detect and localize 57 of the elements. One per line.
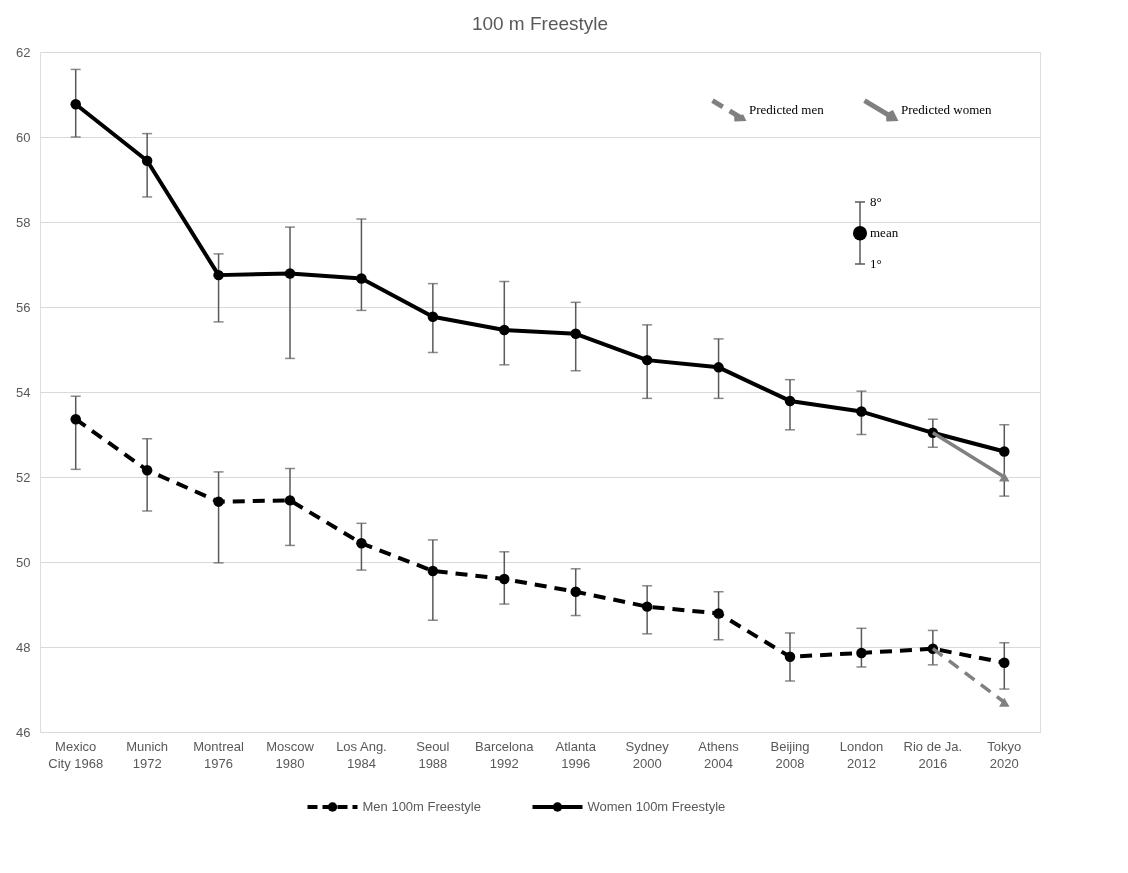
point — [570, 328, 581, 340]
x-tick-label: Beijing 2008 — [770, 738, 810, 771]
point — [427, 565, 439, 577]
x-tick-label: Moscow 1980 — [266, 738, 315, 771]
y-tick-label: 58 — [16, 214, 31, 230]
x-tick-label: Athens 2004 — [698, 738, 740, 771]
point — [713, 608, 724, 619]
point — [856, 647, 867, 659]
annotation: 8° — [870, 194, 882, 209]
y-tick-label: 48 — [16, 639, 31, 655]
point — [499, 573, 510, 585]
point — [356, 538, 367, 549]
x-tick-label: Seoul 1988 — [416, 738, 450, 771]
x-tick-label: Rio de Ja. 2016 — [903, 738, 963, 771]
y-tick-label: 62 — [16, 44, 31, 60]
point — [499, 324, 510, 336]
y-tick-label: 56 — [16, 299, 31, 315]
chart-title: 100 m Freestyle — [471, 13, 609, 34]
y-tick-label: 52 — [16, 469, 31, 485]
x-tick-label: Sydney 2000 — [625, 738, 670, 771]
point — [427, 311, 439, 323]
legend-label: Men 100m Freestyle — [362, 799, 481, 814]
point — [570, 586, 581, 597]
legend-label: Predicted women — [901, 101, 993, 117]
x-tick-label: Mexico City 1968 — [48, 738, 104, 771]
point — [784, 395, 796, 407]
point — [213, 496, 224, 507]
point — [70, 99, 81, 110]
y-tick-label: 54 — [16, 384, 31, 400]
x-tick-label: London 2012 — [839, 738, 884, 771]
y-tick-label: 46 — [16, 724, 31, 740]
annotation: 1° — [870, 256, 882, 271]
x-tick-label: Barcelona 1992 — [475, 738, 535, 771]
legend-label: Predicted men — [749, 101, 825, 117]
point — [356, 273, 367, 284]
point — [784, 651, 796, 663]
legend-label: Women 100m Freestyle — [587, 799, 726, 814]
point — [641, 354, 653, 366]
point — [70, 413, 81, 425]
point — [641, 601, 653, 612]
point — [999, 446, 1010, 457]
annotation: mean — [870, 225, 899, 240]
x-tick-label: Los Ang. 1984 — [336, 738, 387, 771]
x-tick-label: Tokyo 2020 — [987, 738, 1022, 771]
x-tick-label: Montreal 1976 — [193, 738, 244, 771]
point — [141, 464, 153, 476]
x-tick-label: Munich 1972 — [126, 738, 169, 771]
point — [213, 269, 224, 281]
point — [284, 495, 296, 506]
point — [141, 155, 153, 167]
point — [713, 362, 724, 373]
y-tick-label: 50 — [16, 554, 31, 570]
x-tick-label: Atlanta 1996 — [555, 738, 597, 771]
point — [284, 268, 296, 279]
point — [856, 406, 867, 417]
y-tick-label: 60 — [16, 129, 31, 145]
point — [999, 657, 1010, 668]
